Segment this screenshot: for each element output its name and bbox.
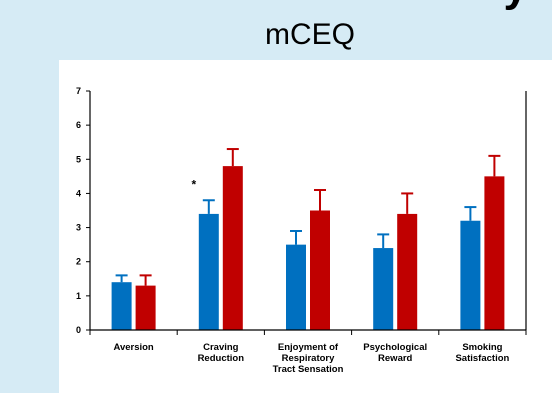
bar-series2-cat1 xyxy=(135,285,156,330)
y-tick-label: 6 xyxy=(76,120,81,130)
x-category-label: Craving xyxy=(203,342,239,353)
significance-asterisk: * xyxy=(191,177,196,191)
bar-series2-cat4 xyxy=(397,213,418,330)
bar-series1-cat2 xyxy=(198,213,219,330)
x-category-label: Reduction xyxy=(198,353,245,364)
y-tick-label: 1 xyxy=(76,291,81,301)
x-category-label: Smoking xyxy=(462,342,502,353)
bar-series2-cat2 xyxy=(222,166,243,330)
slide-title-fragment: y xyxy=(504,0,528,12)
bar-series2-cat5 xyxy=(484,176,505,330)
slide-title-strip: y xyxy=(0,0,552,20)
bar-series1-cat5 xyxy=(460,220,481,330)
bar-series1-cat3 xyxy=(286,244,306,330)
bar-series1-cat4 xyxy=(373,248,394,330)
chart-panel: 0 1 2 3 4 5 6 7 Aversion Craving Reduction Enjoymen… xyxy=(59,60,552,393)
x-category-label: Satisfaction xyxy=(455,353,509,364)
bar-series1-cat1 xyxy=(111,282,132,330)
x-category-label: Aversion xyxy=(113,342,153,353)
y-tick-label: 5 xyxy=(76,154,81,164)
x-category-label: Enjoyment of xyxy=(278,342,339,353)
chart-heading: mCEQ xyxy=(265,18,355,51)
x-category-label: Reward xyxy=(378,353,413,364)
y-tick-label: 0 xyxy=(76,325,81,335)
x-category-label: Respiratory xyxy=(282,353,336,364)
x-category-label: Psychological xyxy=(363,342,427,353)
y-tick-label: 7 xyxy=(76,86,81,96)
y-tick-label: 2 xyxy=(76,257,81,267)
y-tick-label: 3 xyxy=(76,223,81,233)
y-tick-label: 4 xyxy=(76,188,81,198)
x-category-label: Tract Sensation xyxy=(273,364,344,375)
bar-series2-cat3 xyxy=(310,210,330,330)
